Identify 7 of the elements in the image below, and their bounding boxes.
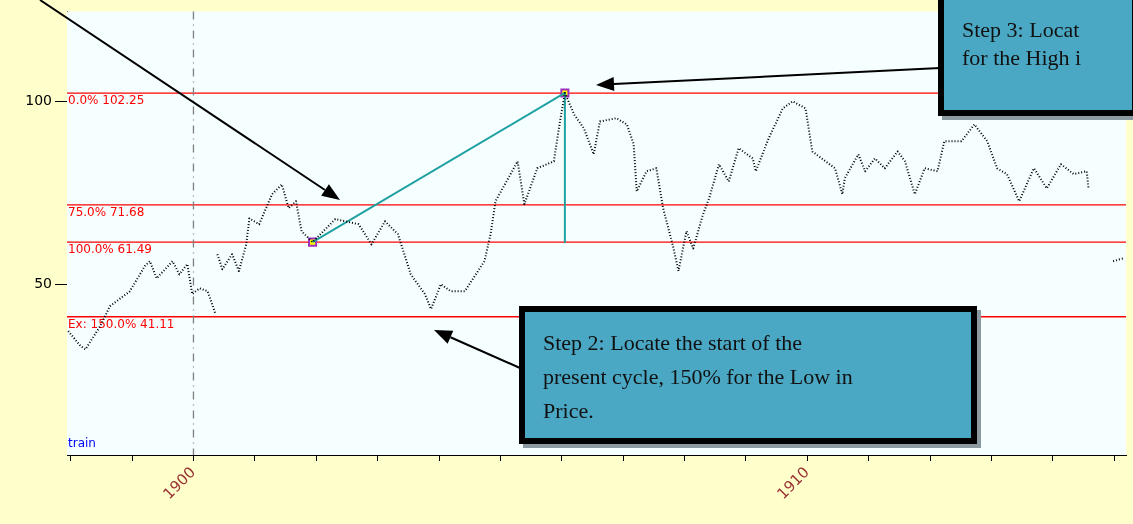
y-tick-label: 50 [34,274,52,291]
ref-line-label: Ex: 150.0% 41.11 [68,316,175,331]
ref-line-label: 100.0% 61.49 [68,242,152,257]
ref-line-label: 0.0% 102.25 [68,93,145,108]
annotation: train [68,436,96,450]
y-tick-label: 100 [25,92,52,108]
ref-line-label: 75.0% 71.68 [68,205,145,220]
